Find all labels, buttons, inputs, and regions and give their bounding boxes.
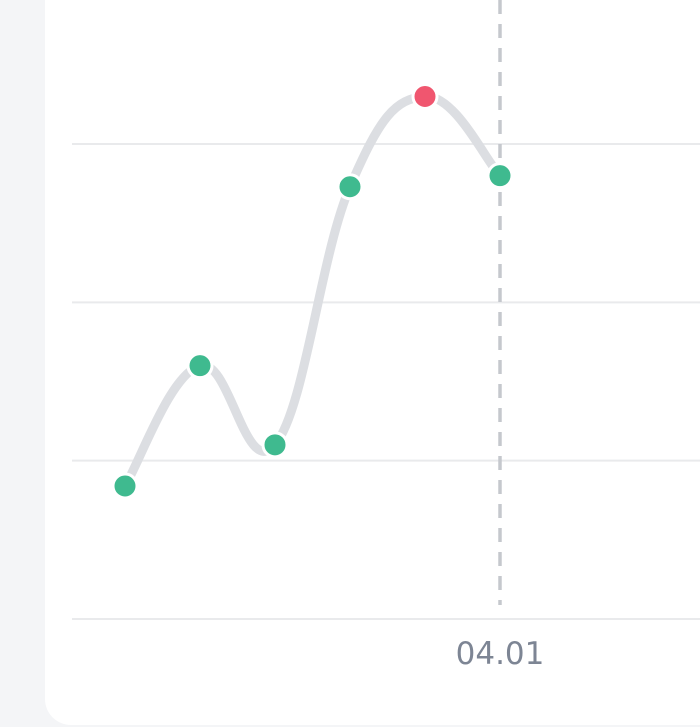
x-tick-label: 04.01 bbox=[456, 636, 545, 672]
series-line bbox=[120, 92, 505, 491]
chart-card bbox=[45, 0, 700, 725]
data-point bbox=[336, 173, 364, 201]
data-point bbox=[186, 352, 214, 380]
data-point bbox=[486, 162, 514, 190]
highlight-point bbox=[411, 83, 439, 110]
data-point bbox=[111, 472, 139, 500]
data-point bbox=[261, 431, 289, 459]
